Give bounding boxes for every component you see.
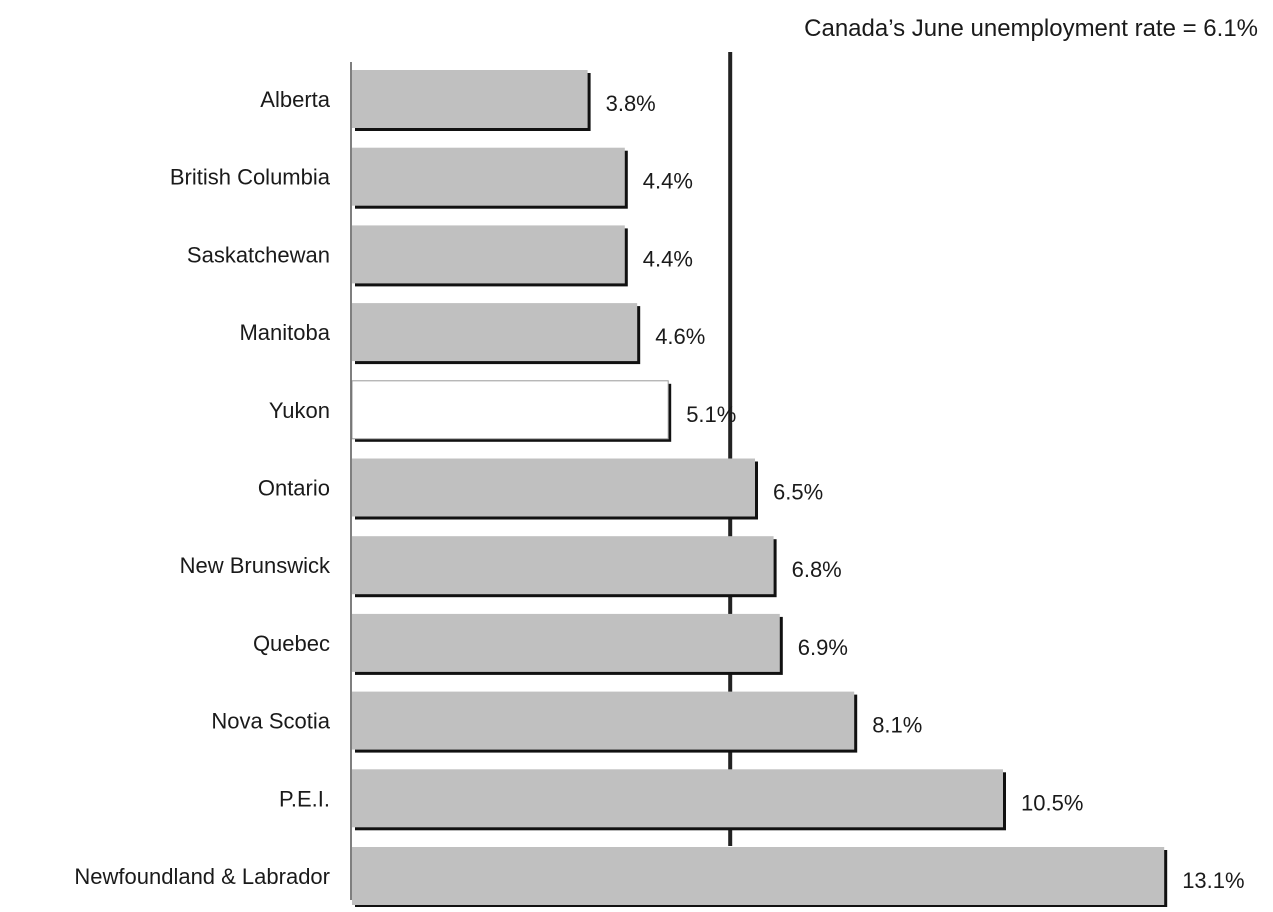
bar-group-newfoundland-labrador: [352, 847, 1168, 908]
category-label: P.E.I.: [279, 786, 330, 811]
bar-saskatchewan: [352, 225, 625, 284]
category-label: New Brunswick: [180, 553, 331, 578]
bar-group-quebec: [352, 613, 783, 675]
category-label: Alberta: [260, 87, 330, 112]
category-label: Manitoba: [239, 320, 330, 345]
bar-group-manitoba: [352, 303, 641, 365]
bar-group-ontario: [352, 458, 758, 520]
bar-group-yukon: [351, 380, 672, 442]
value-label: 4.4%: [643, 246, 693, 271]
bar-nova-scotia: [352, 691, 855, 750]
bar-group-new-brunswick: [352, 536, 777, 598]
value-label: 5.1%: [686, 402, 736, 427]
category-label: Saskatchewan: [187, 242, 330, 267]
category-label: Yukon: [269, 398, 330, 423]
bar-manitoba: [352, 303, 638, 362]
value-label: 10.5%: [1021, 790, 1083, 815]
bar-ontario: [352, 458, 755, 517]
bar-group-alberta: [352, 70, 591, 131]
value-label: 6.5%: [773, 480, 823, 505]
category-label: British Columbia: [170, 165, 331, 190]
value-label: 4.6%: [655, 324, 705, 349]
bar-alberta: [352, 70, 588, 128]
bar-p-e-i: [352, 769, 1003, 828]
value-label: 6.8%: [792, 557, 842, 582]
bar-yukon: [351, 380, 669, 440]
value-label: 13.1%: [1182, 868, 1244, 893]
value-label: 6.9%: [798, 635, 848, 660]
value-label: 3.8%: [606, 91, 656, 116]
bar-group-p-e-i: [352, 769, 1006, 831]
reference-line-label: Canada’s June unemployment rate = 6.1%: [804, 15, 1258, 42]
bar-group-british-columbia: [352, 147, 628, 209]
value-label: 4.4%: [643, 169, 693, 194]
category-label: Quebec: [253, 631, 330, 656]
category-label: Ontario: [258, 476, 330, 501]
category-label: Nova Scotia: [211, 709, 330, 734]
value-label: 8.1%: [872, 713, 922, 738]
category-label: Newfoundland & Labrador: [74, 864, 330, 889]
bar-british-columbia: [352, 147, 625, 206]
bar-group-nova-scotia: [352, 691, 858, 753]
bar-new-brunswick: [352, 536, 774, 595]
bar-group-saskatchewan: [352, 225, 628, 287]
bar-newfoundland-labrador: [352, 847, 1165, 905]
bar-quebec: [352, 613, 780, 672]
